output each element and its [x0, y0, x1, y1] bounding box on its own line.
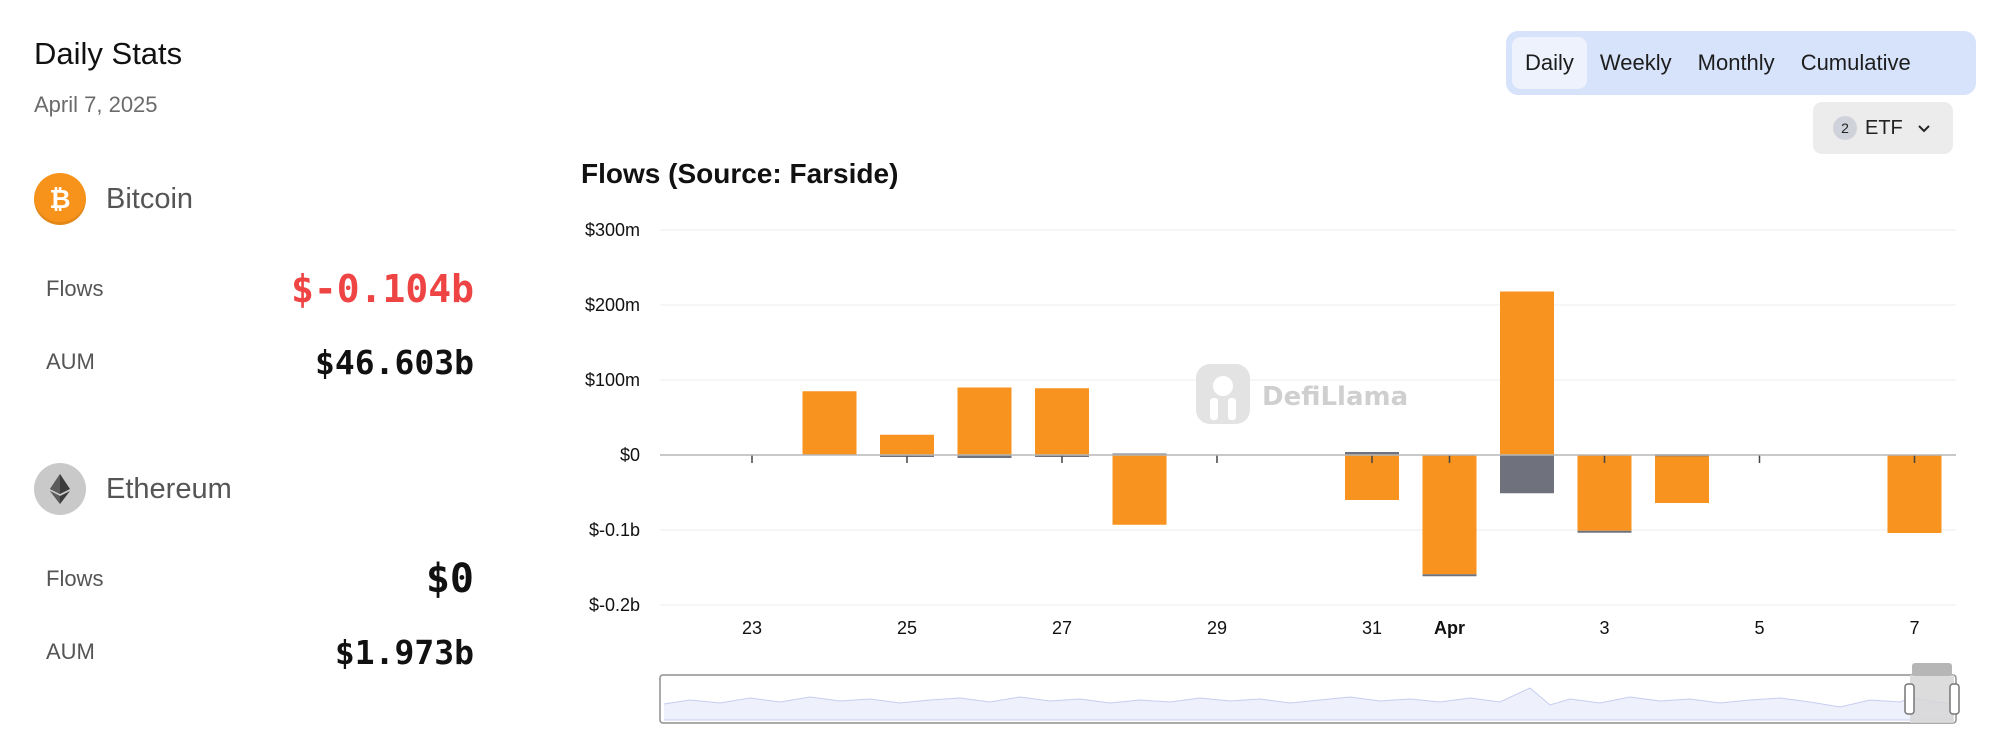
- bar-ethereum[interactable]: [957, 455, 1012, 458]
- x-tick-label: 25: [897, 618, 917, 638]
- range-slider[interactable]: [659, 663, 1960, 724]
- bitcoin-flows-label: Flows: [46, 276, 104, 301]
- asset-name-bitcoin: Bitcoin: [106, 182, 194, 215]
- etf-filter-dropdown[interactable]: 2 ETF: [1813, 102, 1953, 154]
- x-tick-label: 27: [1052, 618, 1072, 638]
- chevron-down-icon: [1917, 117, 1931, 140]
- x-tick-label: 5: [1754, 618, 1764, 638]
- stats-date: April 7, 2025: [34, 92, 158, 117]
- y-tick-label: $0: [620, 445, 640, 465]
- bar-bitcoin[interactable]: [1422, 455, 1477, 575]
- range-slider-selection[interactable]: [1910, 675, 1954, 723]
- y-tick-label: $-0.2b: [589, 595, 640, 615]
- bitcoin-flows-value: $-0.104b: [290, 267, 474, 311]
- ethereum-flows-value: $0: [425, 556, 474, 602]
- bitcoin-aum-value: $46.603b: [315, 342, 474, 382]
- bar-bitcoin[interactable]: [1035, 388, 1089, 455]
- bitcoin-icon: ₿: [34, 173, 86, 225]
- x-tick-label: 29: [1207, 618, 1227, 638]
- ethereum-flows-row: Flows $0: [46, 554, 474, 604]
- toggle-weekly[interactable]: Weekly: [1599, 50, 1672, 75]
- bar-bitcoin[interactable]: [880, 434, 934, 455]
- y-tick-label: $100m: [585, 370, 640, 390]
- y-tick-label: $-0.1b: [589, 520, 640, 540]
- bar-bitcoin[interactable]: [802, 391, 857, 455]
- svg-text:₿: ₿: [49, 185, 70, 215]
- asset-bitcoin: ₿ Bitcoin: [34, 172, 474, 226]
- defillama-watermark: DefiLlama: [1196, 364, 1408, 424]
- bitcoin-flows-row: Flows $-0.104b: [46, 264, 474, 314]
- bar-ethereum[interactable]: [1500, 455, 1554, 494]
- bar-bitcoin[interactable]: [1112, 455, 1167, 525]
- asset-ethereum: Ethereum: [34, 462, 474, 516]
- ethereum-icon: [34, 463, 86, 515]
- period-toggle: Daily Weekly Monthly Cumulative: [1506, 31, 1976, 95]
- page-title: Daily Stats: [34, 36, 183, 71]
- ethereum-flows-label: Flows: [46, 566, 104, 591]
- bar-bitcoin[interactable]: [1887, 455, 1942, 533]
- range-slider-right-handle[interactable]: [1949, 683, 1960, 715]
- bitcoin-aum-row: AUM $46.603b: [46, 337, 474, 387]
- asset-name-ethereum: Ethereum: [106, 472, 232, 505]
- bar-bitcoin[interactable]: [957, 387, 1012, 456]
- watermark-text: DefiLlama: [1262, 382, 1408, 412]
- range-slider-sparkline: [663, 687, 1953, 721]
- x-tick-label: Apr: [1434, 618, 1465, 638]
- bitcoin-aum-label: AUM: [46, 349, 95, 374]
- bar-ethereum[interactable]: [1422, 574, 1477, 577]
- toggle-monthly[interactable]: Monthly: [1697, 50, 1775, 75]
- range-slider-drag-handle[interactable]: [1912, 663, 1952, 676]
- y-tick-label: $200m: [585, 295, 640, 315]
- llama-logo-icon: [1196, 364, 1250, 424]
- bar-bitcoin[interactable]: [1655, 455, 1709, 503]
- x-tick-label: 31: [1362, 618, 1382, 638]
- etf-count-badge: 2: [1833, 116, 1857, 140]
- chart-title: Flows (Source: Farside): [581, 158, 899, 189]
- bar-bitcoin[interactable]: [1577, 455, 1632, 531]
- x-tick-label: 23: [742, 618, 762, 638]
- etf-filter-label: ETF: [1865, 116, 1903, 139]
- y-tick-label: $300m: [585, 220, 640, 240]
- ethereum-aum-label: AUM: [46, 639, 95, 664]
- x-tick-label: 3: [1599, 618, 1609, 638]
- ethereum-aum-value: $1.973b: [334, 632, 474, 672]
- x-tick-label: 7: [1909, 618, 1919, 638]
- ethereum-aum-row: AUM $1.973b: [46, 627, 474, 677]
- toggle-cumulative[interactable]: Cumulative: [1800, 50, 1911, 75]
- bar-ethereum[interactable]: [1345, 452, 1399, 455]
- bar-bitcoin[interactable]: [1500, 291, 1554, 456]
- range-slider-left-handle[interactable]: [1904, 683, 1915, 715]
- bar-ethereum[interactable]: [1577, 530, 1632, 533]
- toggle-daily[interactable]: Daily: [1512, 37, 1587, 89]
